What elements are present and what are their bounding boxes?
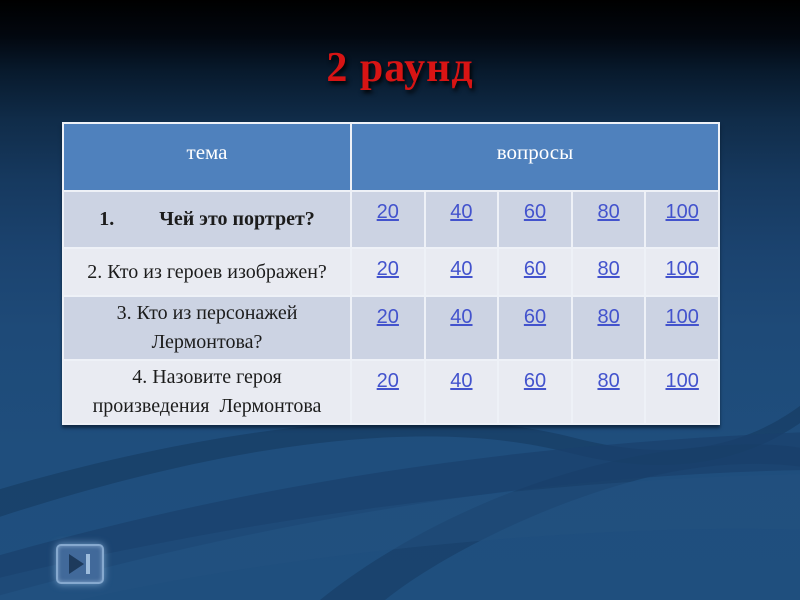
points-cell: 20 [350, 295, 426, 361]
table-row-1: 1. Чей это портрет? 20 40 60 80 100 [62, 190, 720, 249]
question-link-3-100[interactable]: 100 [665, 306, 699, 328]
points-cell: 20 [350, 247, 426, 297]
question-link-3-20[interactable]: 20 [376, 306, 399, 328]
column-header-topic: тема [62, 122, 352, 192]
question-link-4-100[interactable]: 100 [665, 370, 699, 392]
points-cell: 60 [497, 295, 573, 361]
question-link-2-100[interactable]: 100 [665, 258, 699, 280]
points-cell: 80 [570, 190, 647, 249]
next-slide-button[interactable] [56, 544, 104, 584]
question-link-1-20[interactable]: 20 [376, 201, 399, 223]
points-cell: 40 [423, 247, 500, 297]
points-cell: 40 [423, 359, 500, 425]
table-row-4: 4. Назовите героя произведения Лермонтов… [62, 359, 720, 425]
question-link-1-60[interactable]: 60 [523, 201, 547, 223]
points-cell: 100 [644, 295, 720, 361]
points-cell: 100 [644, 359, 720, 425]
topic-cell-2: 2. Кто из героев изображен? [62, 247, 352, 297]
points-cell: 80 [570, 359, 647, 425]
question-link-2-20[interactable]: 20 [376, 258, 399, 280]
points-cell: 80 [570, 247, 647, 297]
question-link-3-60[interactable]: 60 [523, 306, 547, 328]
question-link-2-40[interactable]: 40 [450, 258, 473, 280]
question-link-4-20[interactable]: 20 [376, 370, 399, 392]
question-link-4-80[interactable]: 80 [597, 370, 620, 392]
points-cell: 20 [350, 359, 426, 425]
points-cell: 100 [644, 247, 720, 297]
question-link-1-80[interactable]: 80 [597, 201, 620, 223]
points-cell: 100 [644, 190, 720, 249]
question-link-4-40[interactable]: 40 [450, 370, 473, 392]
game-board-table: тема вопросы 1. Чей это портрет? 20 40 6… [62, 122, 720, 425]
points-cell: 20 [350, 190, 426, 249]
topic-cell-1: 1. Чей это портрет? [62, 190, 352, 249]
points-cell: 80 [570, 295, 647, 361]
table-row-2: 2. Кто из героев изображен? 20 40 60 80 … [62, 247, 720, 297]
points-cell: 40 [423, 295, 500, 361]
table-row-3: 3. Кто из персонажей Лермонтова? 20 40 6… [62, 295, 720, 361]
question-link-3-40[interactable]: 40 [450, 306, 473, 328]
header-row: тема вопросы [62, 122, 720, 192]
points-cell: 60 [497, 359, 573, 425]
slide-title: 2 раунд [326, 45, 474, 91]
question-link-3-80[interactable]: 80 [597, 306, 620, 328]
topic-cell-4: 4. Назовите героя произведения Лермонтов… [62, 359, 352, 425]
question-link-4-60[interactable]: 60 [523, 370, 547, 392]
column-header-questions: вопросы [350, 122, 720, 192]
question-link-1-40[interactable]: 40 [450, 201, 473, 223]
topic-cell-3: 3. Кто из персонажей Лермонтова? [62, 295, 352, 361]
question-link-2-60[interactable]: 60 [523, 258, 547, 280]
points-cell: 40 [423, 190, 500, 249]
question-link-1-100[interactable]: 100 [665, 201, 699, 223]
skip-next-icon [69, 554, 90, 574]
points-cell: 60 [497, 190, 573, 249]
points-cell: 60 [497, 247, 573, 297]
question-link-2-80[interactable]: 80 [597, 258, 620, 280]
